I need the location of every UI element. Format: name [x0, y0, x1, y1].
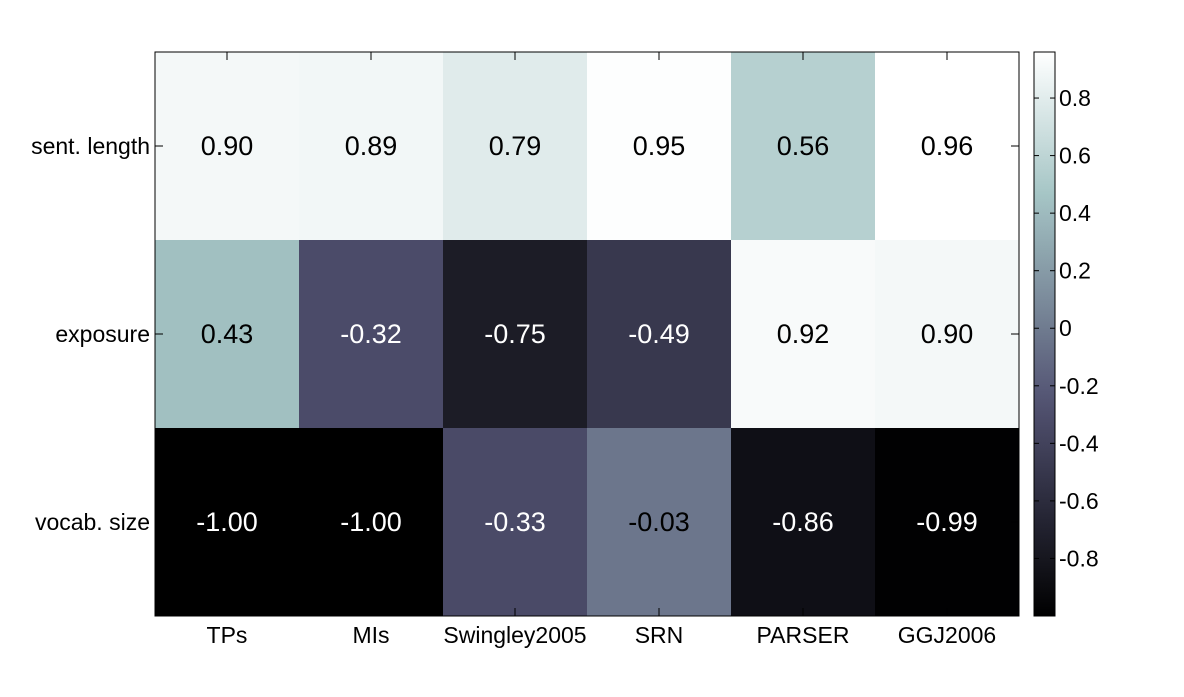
- cell-value-label: -0.03: [628, 507, 690, 537]
- cell-value-label: -0.32: [340, 319, 402, 349]
- colorbar-tick-label: 0: [1059, 315, 1072, 341]
- heatmap-cell: [731, 428, 876, 617]
- cell-value-label: 0.95: [633, 131, 686, 161]
- cell-value-label: 0.79: [489, 131, 542, 161]
- heatmap-cell: [875, 240, 1020, 429]
- cell-value-label: -0.99: [916, 507, 978, 537]
- cell-value-label: -1.00: [340, 507, 402, 537]
- axis-ticks: [155, 52, 1019, 616]
- cell-value-label: -1.00: [196, 507, 258, 537]
- colorbar-tick-label: -0.4: [1059, 430, 1099, 456]
- heatmap-cell: [155, 240, 300, 429]
- colorbar: [1033, 51, 1056, 617]
- row-label: sent. length: [31, 133, 150, 159]
- heatmap-cell: [587, 52, 732, 241]
- cell-value-label: -0.75: [484, 319, 546, 349]
- column-label: MIs: [352, 622, 389, 648]
- cell-value-label: 0.90: [921, 319, 974, 349]
- cell-value-label: 0.92: [777, 319, 830, 349]
- column-labels: TPs MIs Swingley2005 SRN PARSER GGJ2006: [207, 622, 997, 648]
- cell-value-label: -0.86: [772, 507, 834, 537]
- colorbar-tick-label: -0.8: [1059, 545, 1099, 571]
- heatmap-cell: [299, 428, 444, 617]
- heatmap-cell: [443, 428, 588, 617]
- row-label: exposure: [55, 321, 150, 347]
- cell-value-label: 0.89: [345, 131, 398, 161]
- heatmap-cell: [587, 240, 732, 429]
- colorbar-tick-label: 0.6: [1059, 143, 1091, 169]
- cell-value-label: 0.43: [201, 319, 254, 349]
- heatmap-cell: [587, 428, 732, 617]
- heatmap-cell: [299, 240, 444, 429]
- column-label: Swingley2005: [443, 622, 586, 648]
- colorbar-tick-label: 0.8: [1059, 85, 1091, 111]
- heatmap-cell: [155, 52, 300, 241]
- colorbar-tick-label: 0.2: [1059, 258, 1091, 284]
- heatmap-cell: [875, 52, 1020, 241]
- colorbar-tick-label: -0.2: [1059, 373, 1099, 399]
- heatmap-cell: [731, 240, 876, 429]
- column-label: PARSER: [757, 622, 850, 648]
- heatmap-cell: [731, 52, 876, 241]
- row-labels: sent. length exposure vocab. size: [31, 133, 150, 535]
- cell-value-label: 0.90: [201, 131, 254, 161]
- heatmap-cell: [155, 428, 300, 617]
- heatmap-cell: [299, 52, 444, 241]
- colorbar-tick-label: 0.4: [1059, 200, 1091, 226]
- cell-value-label: 0.56: [777, 131, 830, 161]
- row-label: vocab. size: [35, 509, 150, 535]
- heatmap-cell: [443, 52, 588, 241]
- column-label: GGJ2006: [898, 622, 996, 648]
- heatmap-cell: [443, 240, 588, 429]
- colorbar-tick-label: -0.6: [1059, 488, 1099, 514]
- cell-value-label: 0.96: [921, 131, 974, 161]
- cell-value-labels: 0.90 0.89 0.79 0.95 0.56 0.96 0.43 -0.32 -0.75 -0…: [196, 131, 978, 537]
- colorbar-ticks: 0.8 0.6 0.4 0.2 0 -0.2 -0.4 -0.6 -0.8: [1034, 85, 1099, 571]
- column-label: TPs: [207, 622, 248, 648]
- cell-value-label: -0.33: [484, 507, 546, 537]
- heatmap-cell: [875, 428, 1020, 617]
- column-label: SRN: [635, 622, 684, 648]
- heatmap-cells: [155, 52, 1020, 617]
- cell-value-label: -0.49: [628, 319, 690, 349]
